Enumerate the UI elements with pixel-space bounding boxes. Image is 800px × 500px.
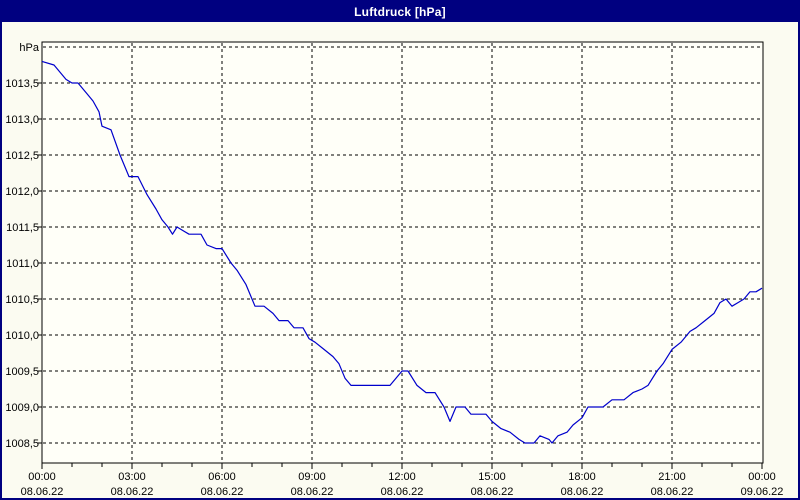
y-axis-tick-label: 1013,5 <box>5 78 39 90</box>
x-axis-time-label: 00:00 <box>28 471 56 483</box>
y-axis-tick-label: 1009,5 <box>5 366 39 378</box>
x-axis-date-label: 08.06.22 <box>201 486 244 498</box>
x-axis-date-label: 08.06.22 <box>291 486 334 498</box>
y-axis-tick-label: 1010,5 <box>5 294 39 306</box>
y-axis-unit-label: hPa <box>19 42 39 54</box>
x-axis-date-label: 08.06.22 <box>471 486 514 498</box>
y-axis-tick-label: 1012,5 <box>5 150 39 162</box>
x-axis-time-label: 03:00 <box>118 471 146 483</box>
x-axis-time-label: 15:00 <box>478 471 506 483</box>
x-axis-time-label: 12:00 <box>388 471 416 483</box>
x-axis-date-label: 09.06.22 <box>741 486 784 498</box>
x-axis-time-label: 18:00 <box>568 471 596 483</box>
x-axis-date-label: 08.06.22 <box>111 486 154 498</box>
y-axis-tick-label: 1009,0 <box>5 402 39 414</box>
title-bar: Luftdruck [hPa] <box>2 2 798 22</box>
y-axis-tick-label: 1008,5 <box>5 438 39 450</box>
x-axis-time-label: 09:00 <box>298 471 326 483</box>
y-axis-tick-label: 1012,0 <box>5 186 39 198</box>
x-axis-time-label: 06:00 <box>208 471 236 483</box>
chart-title: Luftdruck [hPa] <box>354 5 446 19</box>
y-axis-tick-label: 1011,0 <box>6 258 39 270</box>
x-axis-date-label: 08.06.22 <box>381 486 424 498</box>
x-axis-time-label: 21:00 <box>658 471 686 483</box>
x-axis-time-label: 00:00 <box>748 471 776 483</box>
y-axis-tick-label: 1010,0 <box>5 330 39 342</box>
pressure-line <box>41 60 763 444</box>
x-axis-date-label: 08.06.22 <box>21 486 64 498</box>
y-axis-tick-label: 1011,5 <box>6 222 39 234</box>
x-axis-date-label: 08.06.22 <box>651 486 694 498</box>
y-axis-tick-label: 1013,0 <box>5 114 39 126</box>
x-axis-date-label: 08.06.22 <box>561 486 604 498</box>
